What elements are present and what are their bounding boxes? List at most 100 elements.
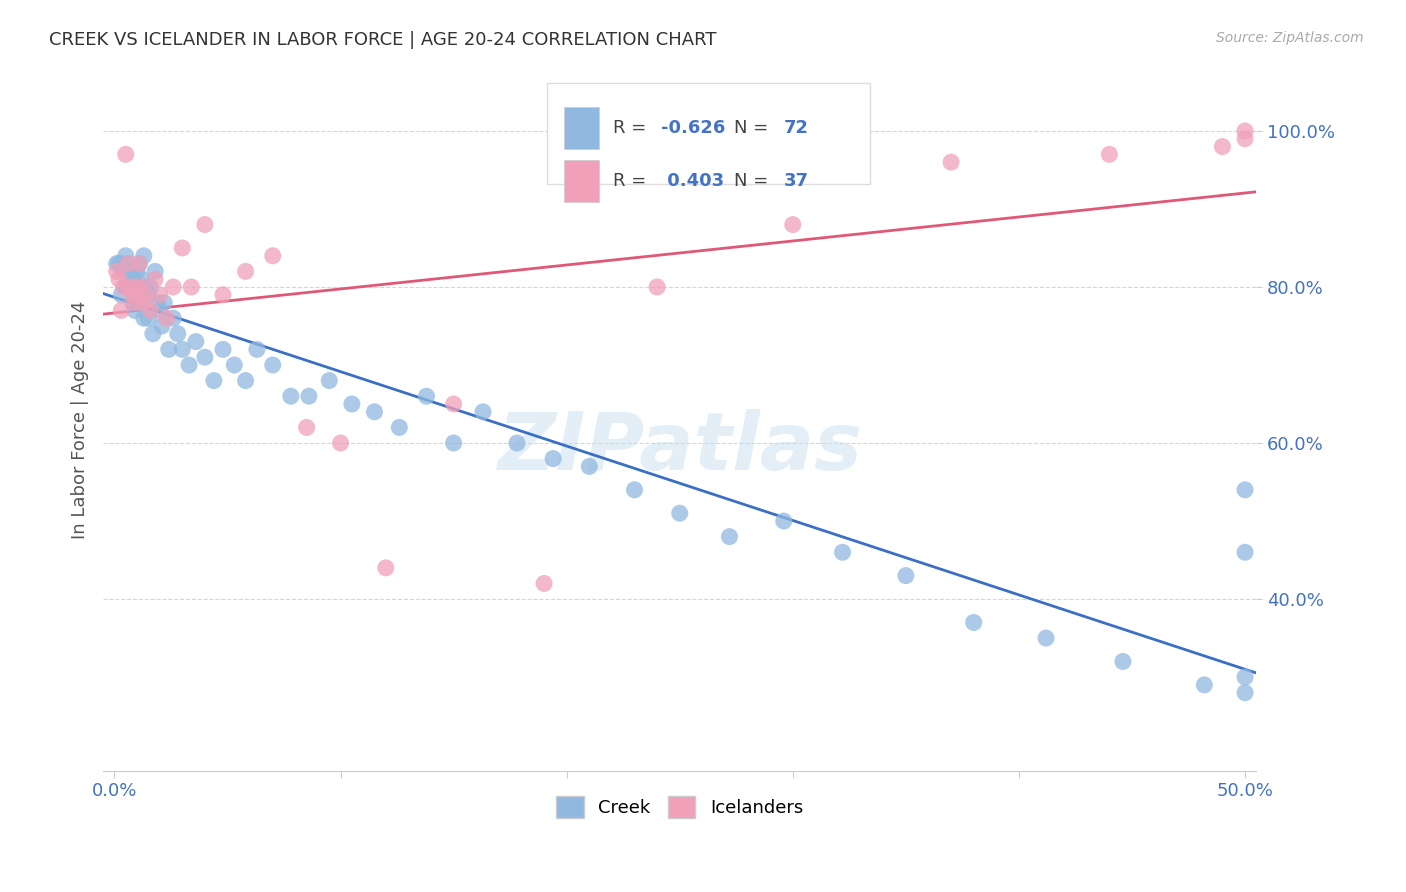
Point bbox=[623, 483, 645, 497]
Point bbox=[1234, 483, 1257, 497]
Point bbox=[374, 561, 396, 575]
Point bbox=[120, 280, 142, 294]
Point bbox=[1035, 631, 1057, 645]
Point bbox=[114, 280, 136, 294]
Point bbox=[121, 272, 143, 286]
Point bbox=[110, 303, 132, 318]
Point bbox=[114, 249, 136, 263]
Point bbox=[224, 358, 246, 372]
Point bbox=[1194, 678, 1216, 692]
Point bbox=[262, 358, 284, 372]
Point bbox=[963, 615, 986, 630]
Legend: Creek, Icelanders: Creek, Icelanders bbox=[550, 789, 810, 825]
Point bbox=[280, 389, 302, 403]
Point bbox=[132, 249, 155, 263]
Point bbox=[388, 420, 411, 434]
Y-axis label: In Labor Force | Age 20-24: In Labor Force | Age 20-24 bbox=[72, 301, 89, 539]
Point bbox=[150, 318, 173, 333]
Text: N =: N = bbox=[734, 172, 773, 190]
Point bbox=[112, 264, 135, 278]
Point bbox=[782, 218, 804, 232]
Point bbox=[162, 280, 184, 294]
Text: R =: R = bbox=[613, 120, 652, 137]
Point bbox=[443, 436, 465, 450]
Point bbox=[172, 241, 194, 255]
Point bbox=[124, 295, 146, 310]
Point bbox=[246, 343, 269, 357]
Point bbox=[939, 155, 962, 169]
Point bbox=[1112, 655, 1135, 669]
Point bbox=[831, 545, 853, 559]
Point bbox=[149, 287, 172, 301]
Point bbox=[128, 256, 150, 270]
Point bbox=[1234, 670, 1257, 684]
Point bbox=[143, 272, 166, 286]
Point bbox=[138, 311, 160, 326]
Point bbox=[177, 358, 200, 372]
Point bbox=[180, 280, 202, 294]
Point bbox=[194, 350, 217, 364]
Point bbox=[117, 256, 139, 270]
Point bbox=[108, 272, 131, 286]
Point bbox=[645, 280, 668, 294]
Point bbox=[125, 287, 148, 301]
Point bbox=[114, 147, 136, 161]
Point bbox=[131, 272, 153, 286]
Point bbox=[132, 295, 155, 310]
Point bbox=[262, 249, 284, 263]
Point bbox=[172, 343, 194, 357]
Point bbox=[105, 264, 128, 278]
Point bbox=[155, 311, 177, 326]
Point bbox=[131, 295, 153, 310]
Point bbox=[1234, 124, 1257, 138]
Text: R =: R = bbox=[613, 172, 652, 190]
Point bbox=[135, 287, 157, 301]
Point bbox=[108, 256, 131, 270]
Point bbox=[128, 280, 150, 294]
Point bbox=[363, 405, 385, 419]
Point bbox=[110, 287, 132, 301]
Point bbox=[120, 264, 142, 278]
Point bbox=[121, 295, 143, 310]
Point bbox=[194, 218, 217, 232]
Text: 37: 37 bbox=[783, 172, 808, 190]
Point bbox=[138, 287, 160, 301]
Point bbox=[135, 280, 157, 294]
Point bbox=[105, 256, 128, 270]
Text: 0.403: 0.403 bbox=[661, 172, 724, 190]
Point bbox=[212, 287, 235, 301]
Point bbox=[718, 530, 741, 544]
Point bbox=[1098, 147, 1121, 161]
Point bbox=[506, 436, 529, 450]
Point bbox=[202, 374, 225, 388]
Text: Source: ZipAtlas.com: Source: ZipAtlas.com bbox=[1216, 31, 1364, 45]
Point bbox=[139, 280, 162, 294]
Point bbox=[668, 506, 690, 520]
Point bbox=[318, 374, 340, 388]
Point bbox=[212, 343, 235, 357]
Point bbox=[1211, 139, 1233, 153]
Point bbox=[184, 334, 207, 349]
Bar bbox=[564, 160, 599, 202]
Text: 72: 72 bbox=[783, 120, 808, 137]
Point bbox=[235, 264, 257, 278]
Text: ZIPatlas: ZIPatlas bbox=[498, 409, 862, 487]
Point bbox=[329, 436, 352, 450]
Text: -0.626: -0.626 bbox=[661, 120, 725, 137]
Point bbox=[894, 568, 917, 582]
Text: N =: N = bbox=[734, 120, 773, 137]
Point bbox=[578, 459, 600, 474]
Point bbox=[125, 280, 148, 294]
Point bbox=[132, 311, 155, 326]
Point bbox=[142, 326, 165, 341]
Bar bbox=[547, 83, 870, 185]
Point bbox=[472, 405, 495, 419]
Point bbox=[772, 514, 794, 528]
Point bbox=[295, 420, 318, 434]
Point bbox=[541, 451, 564, 466]
Bar bbox=[564, 107, 599, 149]
Point bbox=[443, 397, 465, 411]
Point bbox=[298, 389, 321, 403]
Point bbox=[340, 397, 363, 411]
Point bbox=[162, 311, 184, 326]
